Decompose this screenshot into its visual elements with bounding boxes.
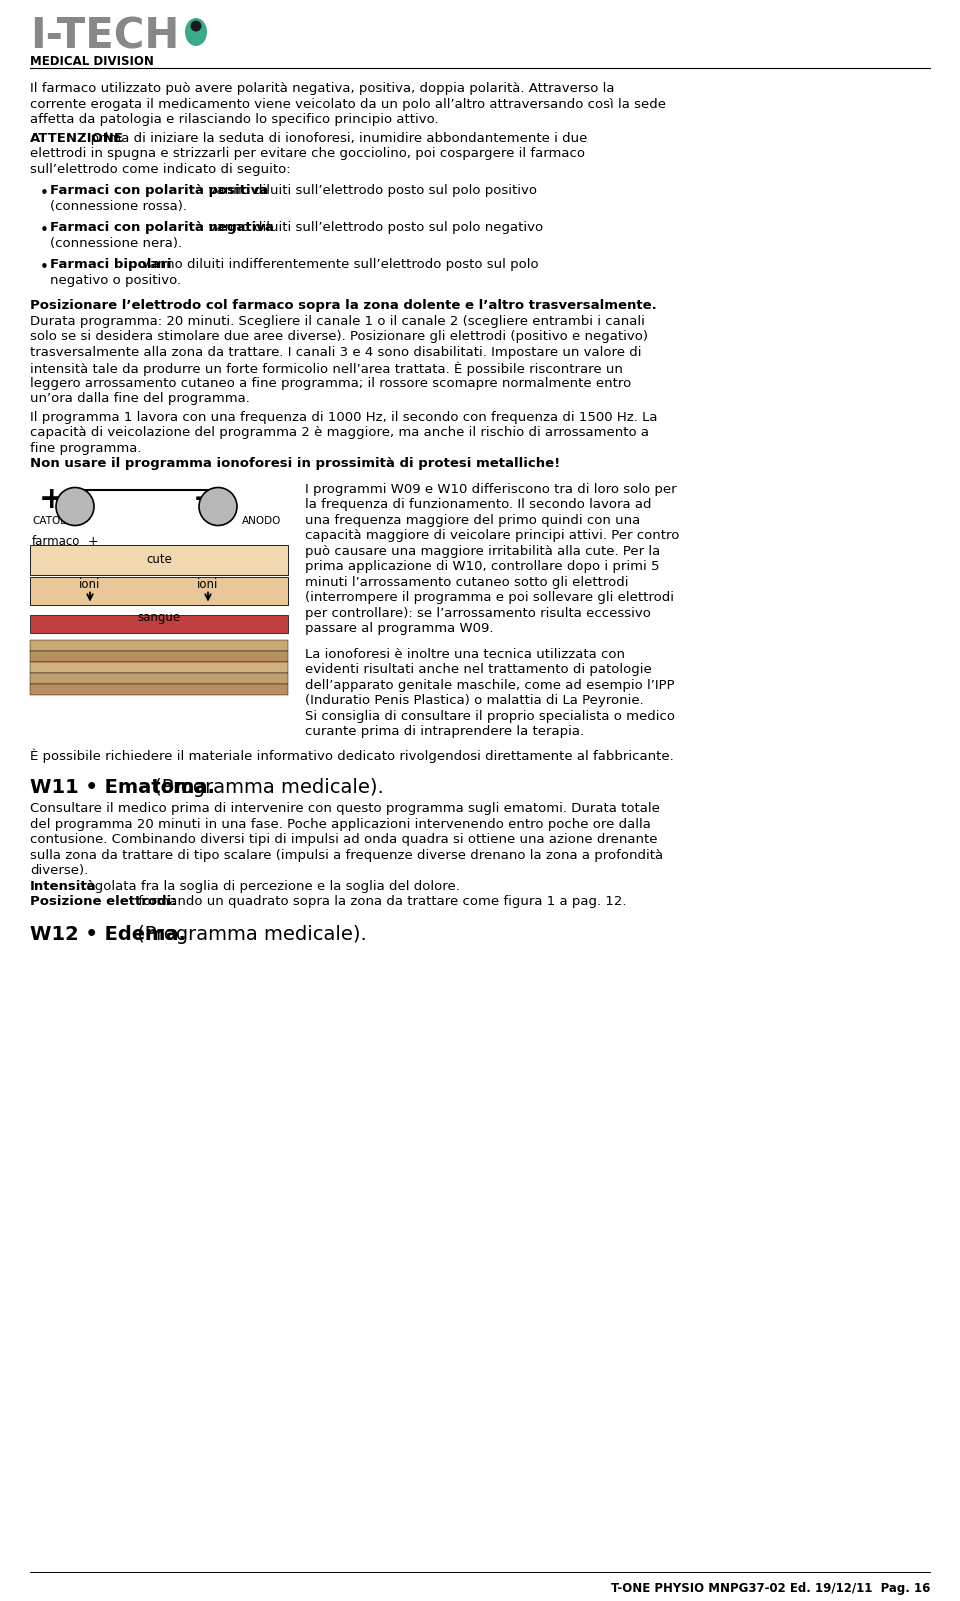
- Text: farmaco: farmaco: [32, 535, 81, 548]
- Text: ANODO: ANODO: [242, 516, 281, 525]
- Text: Si consiglia di consultare il proprio specialista o medico: Si consiglia di consultare il proprio sp…: [305, 709, 675, 722]
- Circle shape: [190, 21, 202, 32]
- Text: regolata fra la soglia di percezione e la soglia del dolore.: regolata fra la soglia di percezione e l…: [77, 879, 460, 892]
- Text: : vanno diluiti sull’elettrodo posto sul polo positivo: : vanno diluiti sull’elettrodo posto sul…: [200, 184, 538, 197]
- Text: un’ora dalla fine del programma.: un’ora dalla fine del programma.: [30, 392, 250, 405]
- Text: dell’apparato genitale maschile, come ad esempio l’IPP: dell’apparato genitale maschile, come ad…: [305, 679, 675, 692]
- Bar: [30, 684, 288, 695]
- Text: •: •: [40, 186, 49, 202]
- Text: (connessione rossa).: (connessione rossa).: [50, 200, 187, 213]
- Bar: [30, 639, 288, 650]
- Text: +: +: [88, 535, 99, 548]
- Text: Farmaci con polarità positiva: Farmaci con polarità positiva: [50, 184, 268, 197]
- Text: I programmi W09 e W10 differiscono tra di loro solo per: I programmi W09 e W10 differiscono tra d…: [305, 482, 677, 495]
- Text: sulla zona da trattare di tipo scalare (impulsi a frequenze diverse drenano la z: sulla zona da trattare di tipo scalare (…: [30, 849, 663, 861]
- Text: per controllare): se l’arrossamento risulta eccessivo: per controllare): se l’arrossamento risu…: [305, 607, 651, 620]
- Text: W11 • Ematoma.: W11 • Ematoma.: [30, 778, 215, 797]
- Text: Non usare il programma ionoforesi in prossimità di protesi metalliche!: Non usare il programma ionoforesi in pro…: [30, 456, 561, 471]
- Text: Posizione elettrodi:: Posizione elettrodi:: [30, 895, 177, 908]
- Text: Il farmaco utilizzato può avere polarità negativa, positiva, doppia polarità. At: Il farmaco utilizzato può avere polarità…: [30, 82, 614, 94]
- Text: prima applicazione di W10, controllare dopo i primi 5: prima applicazione di W10, controllare d…: [305, 560, 660, 573]
- Text: (Programma medicale).: (Programma medicale).: [148, 778, 383, 797]
- Text: cute: cute: [146, 552, 172, 567]
- Text: contusione. Combinando diversi tipi di impulsi ad onda quadra si ottiene una azi: contusione. Combinando diversi tipi di i…: [30, 833, 658, 845]
- Text: ioni: ioni: [198, 578, 219, 591]
- Text: può causare una maggiore irritabilità alla cute. Per la: può causare una maggiore irritabilità al…: [305, 544, 660, 557]
- Text: elettrodi in spugna e strizzarli per evitare che gocciolino, poi cospargere il f: elettrodi in spugna e strizzarli per evi…: [30, 147, 585, 160]
- Text: W12 • Edema.: W12 • Edema.: [30, 924, 186, 943]
- Text: corrente erogata il medicamento viene veicolato da un polo all’altro attraversan: corrente erogata il medicamento viene ve…: [30, 98, 666, 110]
- Text: capacità maggiore di veicolare principi attivi. Per contro: capacità maggiore di veicolare principi …: [305, 528, 680, 543]
- Text: MEDICAL DIVISION: MEDICAL DIVISION: [30, 54, 154, 67]
- Text: ATTENZIONE: ATTENZIONE: [30, 131, 124, 144]
- Text: (Induratio Penis Plastica) o malattia di La Peyronie.: (Induratio Penis Plastica) o malattia di…: [305, 693, 644, 708]
- Text: (Programma medicale).: (Programma medicale).: [131, 924, 367, 943]
- Text: I-TECH: I-TECH: [30, 14, 180, 58]
- Text: : vanno diluiti sull’elettrodo posto sul polo negativo: : vanno diluiti sull’elettrodo posto sul…: [200, 221, 543, 234]
- Text: formando un quadrato sopra la zona da trattare come figura 1 a pag. 12.: formando un quadrato sopra la zona da tr…: [133, 895, 626, 908]
- Text: Durata programma: 20 minuti. Scegliere il canale 1 o il canale 2 (scegliere entr: Durata programma: 20 minuti. Scegliere i…: [30, 314, 645, 328]
- Bar: [30, 650, 288, 661]
- Bar: [30, 672, 288, 684]
- Text: : prima di iniziare la seduta di ionoforesi, inumidire abbondantemente i due: : prima di iniziare la seduta di ionofor…: [82, 131, 588, 144]
- Text: +: +: [39, 485, 65, 514]
- Circle shape: [56, 487, 94, 525]
- Text: La ionoforesi è inoltre una tecnica utilizzata con: La ionoforesi è inoltre una tecnica util…: [305, 647, 625, 661]
- Text: passare al programma W09.: passare al programma W09.: [305, 623, 493, 636]
- Bar: [30, 544, 288, 575]
- Text: •: •: [40, 223, 49, 239]
- Text: ioni: ioni: [80, 578, 101, 591]
- Text: evidenti risultati anche nel trattamento di patologie: evidenti risultati anche nel trattamento…: [305, 663, 652, 676]
- Text: −: −: [192, 485, 218, 514]
- Text: sangue: sangue: [137, 612, 180, 624]
- Text: Posizionare l’elettrodo col farmaco sopra la zona dolente e l’altro trasversalme: Posizionare l’elettrodo col farmaco sopr…: [30, 299, 657, 312]
- Text: Consultare il medico prima di intervenire con questo programma sugli ematomi. Du: Consultare il medico prima di intervenir…: [30, 802, 660, 815]
- Text: trasversalmente alla zona da trattare. I canali 3 e 4 sono disabilitati. Imposta: trasversalmente alla zona da trattare. I…: [30, 346, 641, 359]
- Text: negativo o positivo.: negativo o positivo.: [50, 274, 181, 287]
- Text: •: •: [40, 259, 49, 275]
- Text: CATODO: CATODO: [32, 516, 77, 525]
- Text: : vanno diluiti indifferentemente sull’elettrodo posto sul polo: : vanno diluiti indifferentemente sull’e…: [132, 258, 539, 271]
- Text: minuti l’arrossamento cutaneo sotto gli elettrodi: minuti l’arrossamento cutaneo sotto gli …: [305, 575, 629, 589]
- Text: Farmaci con polarità negativa: Farmaci con polarità negativa: [50, 221, 274, 234]
- Ellipse shape: [185, 18, 207, 46]
- Text: capacità di veicolazione del programma 2 è maggiore, ma anche il rischio di arro: capacità di veicolazione del programma 2…: [30, 426, 649, 439]
- Text: diverse).: diverse).: [30, 865, 88, 877]
- Bar: [30, 615, 288, 632]
- Text: (connessione nera).: (connessione nera).: [50, 237, 182, 250]
- Text: solo se si desidera stimolare due aree diverse). Posizionare gli elettrodi (posi: solo se si desidera stimolare due aree d…: [30, 330, 648, 343]
- Text: È possibile richiedere il materiale informativo dedicato rivolgendosi direttamen: È possibile richiedere il materiale info…: [30, 749, 674, 764]
- Text: leggero arrossamento cutaneo a fine programma; il rossore scomapre normalmente e: leggero arrossamento cutaneo a fine prog…: [30, 376, 632, 389]
- Text: una frequenza maggiore del primo quindi con una: una frequenza maggiore del primo quindi …: [305, 514, 640, 527]
- Text: Farmaci bipolari: Farmaci bipolari: [50, 258, 172, 271]
- Text: sull’elettrodo come indicato di seguito:: sull’elettrodo come indicato di seguito:: [30, 162, 291, 176]
- Text: affetta da patologia e rilasciando lo specifico principio attivo.: affetta da patologia e rilasciando lo sp…: [30, 114, 439, 126]
- Text: curante prima di intraprendere la terapia.: curante prima di intraprendere la terapi…: [305, 725, 584, 738]
- Text: (interrompere il programma e poi sollevare gli elettrodi: (interrompere il programma e poi solleva…: [305, 591, 674, 604]
- Text: fine programma.: fine programma.: [30, 442, 141, 455]
- Text: intensità tale da produrre un forte formicolio nell’area trattata. È possibile r: intensità tale da produrre un forte form…: [30, 360, 623, 376]
- Circle shape: [199, 487, 237, 525]
- Text: la frequenza di funzionamento. Il secondo lavora ad: la frequenza di funzionamento. Il second…: [305, 498, 652, 511]
- Bar: [30, 576, 288, 605]
- Text: T-ONE PHYSIO MNPG37-02 Ed. 19/12/11  Pag. 16: T-ONE PHYSIO MNPG37-02 Ed. 19/12/11 Pag.…: [611, 1582, 930, 1595]
- Text: del programma 20 minuti in una fase. Poche applicazioni intervenendo entro poche: del programma 20 minuti in una fase. Poc…: [30, 818, 651, 831]
- Bar: [30, 661, 288, 672]
- Text: Il programma 1 lavora con una frequenza di 1000 Hz, il secondo con frequenza di : Il programma 1 lavora con una frequenza …: [30, 410, 658, 424]
- Text: Intensità: Intensità: [30, 879, 97, 892]
